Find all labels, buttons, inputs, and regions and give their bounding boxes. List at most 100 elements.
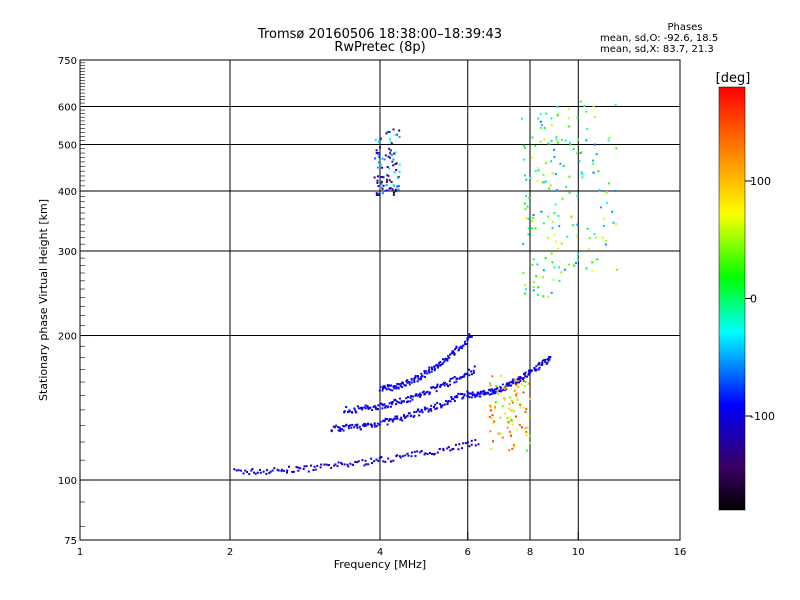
data-point bbox=[414, 454, 417, 457]
data-point bbox=[472, 369, 475, 372]
data-point bbox=[349, 424, 352, 427]
data-point bbox=[607, 182, 610, 185]
data-point bbox=[443, 403, 446, 406]
data-point bbox=[408, 412, 411, 415]
data-point bbox=[443, 381, 446, 384]
data-point bbox=[531, 263, 534, 266]
data-point bbox=[496, 387, 499, 390]
data-point bbox=[383, 403, 386, 406]
data-point bbox=[540, 210, 543, 213]
data-point bbox=[505, 383, 508, 386]
data-point bbox=[518, 378, 521, 381]
data-point bbox=[292, 470, 295, 473]
data-point bbox=[585, 110, 588, 113]
data-point bbox=[409, 396, 412, 399]
data-point bbox=[577, 138, 580, 141]
data-point bbox=[542, 173, 545, 176]
data-point bbox=[586, 127, 589, 130]
data-point bbox=[445, 383, 448, 386]
data-point bbox=[551, 261, 554, 264]
data-point bbox=[420, 378, 423, 381]
data-point bbox=[436, 385, 439, 388]
data-point bbox=[382, 387, 385, 390]
data-point bbox=[346, 410, 349, 413]
data-point bbox=[325, 463, 328, 466]
data-point bbox=[593, 143, 596, 146]
data-point bbox=[510, 399, 513, 402]
data-point bbox=[396, 185, 399, 188]
data-point bbox=[510, 384, 513, 387]
data-point bbox=[508, 416, 511, 419]
data-point bbox=[397, 386, 400, 389]
data-point bbox=[542, 222, 545, 225]
data-point bbox=[479, 392, 482, 395]
data-point bbox=[409, 415, 412, 418]
x-tick-label: 16 bbox=[674, 547, 687, 558]
data-point bbox=[377, 408, 380, 411]
colorbar bbox=[718, 86, 746, 511]
data-point bbox=[525, 375, 528, 378]
data-point bbox=[277, 469, 280, 472]
data-point bbox=[376, 179, 379, 182]
data-point bbox=[542, 181, 545, 184]
data-point bbox=[389, 388, 392, 391]
data-point bbox=[378, 457, 381, 460]
data-point bbox=[333, 426, 336, 429]
data-point bbox=[539, 112, 542, 115]
data-point bbox=[379, 421, 382, 424]
data-point bbox=[452, 447, 455, 450]
data-point bbox=[489, 382, 492, 385]
data-point bbox=[489, 409, 492, 412]
data-point bbox=[426, 452, 429, 455]
data-point bbox=[454, 348, 457, 351]
data-point bbox=[401, 386, 404, 389]
data-point bbox=[395, 169, 398, 172]
data-point bbox=[493, 388, 496, 391]
data-point bbox=[517, 385, 520, 388]
data-point bbox=[549, 356, 552, 359]
data-point bbox=[554, 203, 557, 206]
data-point bbox=[280, 470, 283, 473]
data-point bbox=[371, 424, 374, 427]
data-point bbox=[604, 243, 607, 246]
data-point bbox=[288, 465, 291, 468]
data-point bbox=[336, 426, 339, 429]
data-point bbox=[396, 382, 399, 385]
data-point bbox=[460, 345, 463, 348]
data-point bbox=[433, 365, 436, 368]
data-point bbox=[395, 162, 398, 165]
data-point bbox=[466, 339, 469, 342]
data-point bbox=[581, 176, 584, 179]
data-point bbox=[489, 389, 492, 392]
data-point bbox=[446, 401, 449, 404]
data-point bbox=[378, 161, 381, 164]
data-point bbox=[280, 468, 283, 471]
data-point bbox=[338, 426, 341, 429]
data-point bbox=[397, 188, 400, 191]
data-point bbox=[393, 152, 396, 155]
data-point bbox=[363, 423, 366, 426]
data-point bbox=[400, 400, 403, 403]
data-point bbox=[376, 175, 379, 178]
data-point bbox=[354, 424, 357, 427]
data-point bbox=[601, 236, 604, 239]
data-point bbox=[413, 411, 416, 414]
data-point bbox=[334, 463, 337, 466]
data-point bbox=[546, 357, 549, 360]
data-point bbox=[400, 416, 403, 419]
data-point bbox=[462, 396, 465, 399]
data-point bbox=[511, 401, 514, 404]
data-point bbox=[390, 401, 393, 404]
data-point bbox=[537, 286, 540, 289]
data-point bbox=[401, 419, 404, 422]
data-point bbox=[491, 375, 494, 378]
data-point bbox=[509, 396, 512, 399]
data-point bbox=[591, 269, 594, 272]
data-point bbox=[591, 261, 594, 264]
data-point bbox=[503, 388, 506, 391]
data-point bbox=[327, 464, 330, 467]
data-point bbox=[351, 463, 354, 466]
data-point bbox=[532, 286, 535, 289]
data-point bbox=[477, 392, 480, 395]
data-point bbox=[378, 423, 381, 426]
